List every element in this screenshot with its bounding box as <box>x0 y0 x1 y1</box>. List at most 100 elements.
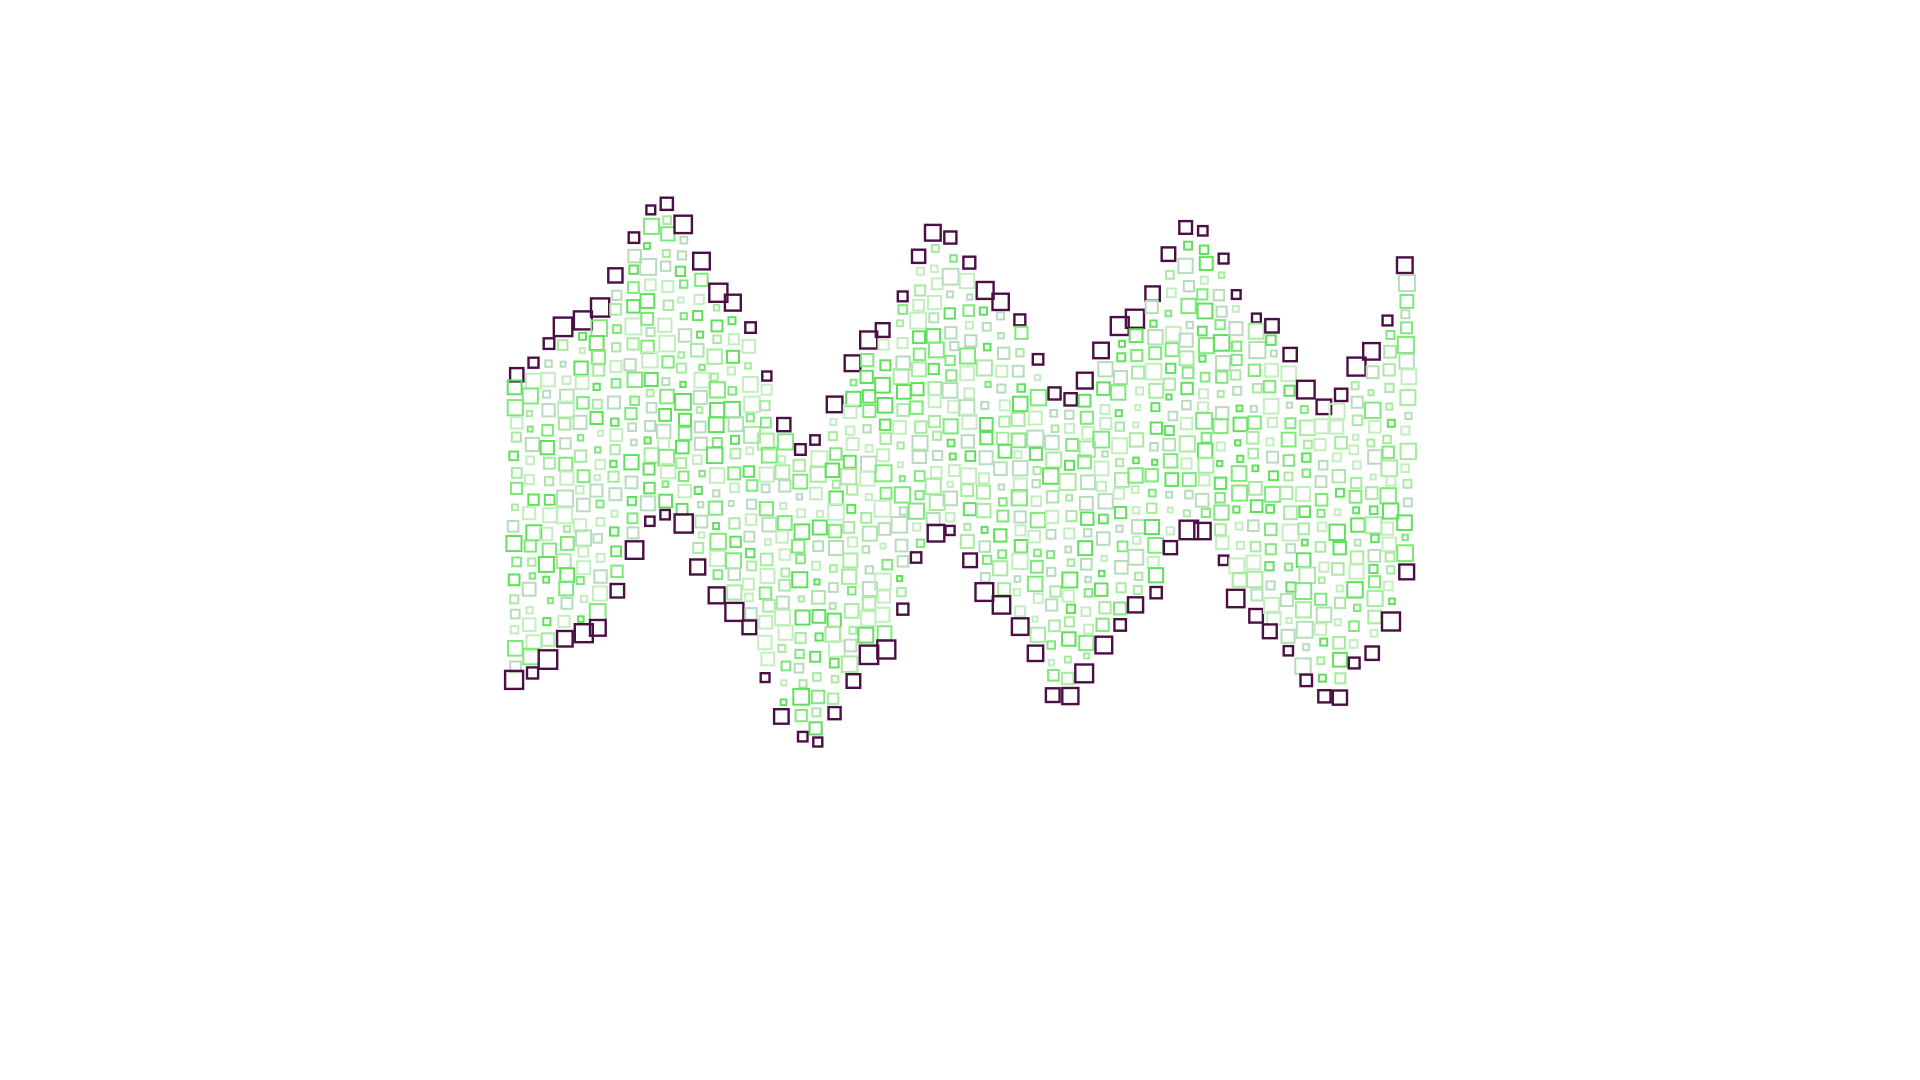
square <box>861 596 877 611</box>
square <box>796 730 809 743</box>
square <box>1063 392 1079 407</box>
square <box>1366 589 1384 608</box>
square <box>1198 256 1214 272</box>
square <box>896 441 905 450</box>
square <box>1333 596 1347 610</box>
square <box>775 595 790 610</box>
square <box>996 383 1007 394</box>
square <box>778 479 792 493</box>
square <box>1400 463 1411 473</box>
square <box>1398 353 1415 370</box>
square <box>1012 395 1029 413</box>
square <box>1198 473 1211 487</box>
square <box>960 467 978 485</box>
square <box>876 448 890 463</box>
square <box>1027 410 1043 426</box>
square <box>708 282 729 304</box>
square <box>827 523 843 539</box>
square <box>659 196 675 212</box>
square <box>794 709 808 723</box>
square <box>645 204 657 216</box>
square <box>1367 389 1375 397</box>
square <box>662 215 672 226</box>
square <box>588 335 605 352</box>
square <box>1231 340 1243 352</box>
square <box>772 708 790 725</box>
square <box>589 410 604 425</box>
square <box>946 438 956 448</box>
square <box>797 595 805 603</box>
square <box>595 552 606 563</box>
square <box>927 415 942 429</box>
square <box>511 556 523 568</box>
square <box>521 617 537 633</box>
square <box>960 483 974 498</box>
square <box>1113 370 1128 385</box>
square <box>1013 575 1022 583</box>
square <box>627 422 637 432</box>
square <box>894 538 909 553</box>
square <box>1135 386 1145 396</box>
square <box>572 414 588 430</box>
square <box>1314 475 1328 489</box>
square <box>776 416 792 433</box>
square <box>874 606 891 623</box>
square <box>1367 449 1383 465</box>
square <box>1317 689 1332 704</box>
square <box>1283 471 1294 482</box>
square <box>1196 302 1214 320</box>
square <box>1350 476 1363 490</box>
square <box>759 400 771 412</box>
square <box>1044 434 1060 451</box>
square <box>589 483 604 498</box>
square <box>1280 431 1297 448</box>
square <box>624 407 638 421</box>
square <box>509 594 520 605</box>
square <box>1332 635 1347 650</box>
square <box>946 480 954 489</box>
square <box>1083 528 1093 538</box>
square <box>1080 474 1096 491</box>
square <box>1295 379 1316 400</box>
square <box>829 418 838 427</box>
square <box>1212 334 1231 352</box>
square <box>1385 475 1397 487</box>
square <box>1195 412 1213 430</box>
square <box>1064 422 1076 434</box>
square <box>729 535 742 549</box>
square <box>528 572 537 580</box>
square <box>1316 656 1326 666</box>
square <box>610 417 620 427</box>
square <box>728 517 741 530</box>
square <box>980 525 989 534</box>
square <box>877 338 890 351</box>
square <box>1181 399 1192 411</box>
square <box>957 399 976 417</box>
square <box>1127 548 1145 566</box>
square <box>727 333 740 346</box>
square <box>874 322 891 339</box>
square <box>1298 505 1312 518</box>
square <box>1266 450 1279 464</box>
square <box>1352 506 1361 515</box>
square <box>1178 435 1196 453</box>
square <box>657 317 673 333</box>
square <box>574 375 590 391</box>
square <box>776 433 795 451</box>
square <box>743 425 761 444</box>
square <box>675 439 690 455</box>
square <box>1148 346 1163 361</box>
square <box>896 337 909 350</box>
square <box>559 388 575 405</box>
square <box>573 360 589 376</box>
square <box>1214 319 1226 331</box>
square <box>1284 562 1293 572</box>
square <box>577 545 590 558</box>
square <box>831 480 841 489</box>
square <box>1369 473 1377 481</box>
square <box>1098 513 1109 525</box>
square <box>1384 551 1396 563</box>
square <box>576 560 592 576</box>
square <box>997 332 1005 340</box>
square <box>1031 352 1045 366</box>
